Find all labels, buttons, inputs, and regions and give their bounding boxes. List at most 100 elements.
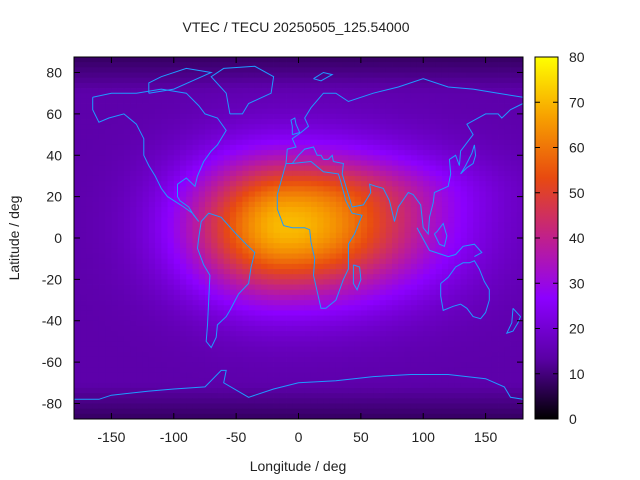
heatmap-cell	[398, 150, 405, 156]
heatmap-cell	[510, 227, 518, 234]
heatmap-cell	[435, 212, 443, 218]
heatmap-cell	[267, 310, 274, 316]
heatmap-cell	[86, 170, 94, 177]
heatmap-cell	[516, 377, 524, 384]
heatmap-cell	[516, 186, 524, 192]
heatmap-cell	[298, 372, 306, 379]
heatmap-cell	[180, 362, 187, 368]
heatmap-cell	[254, 150, 262, 156]
heatmap-cell	[323, 113, 331, 120]
heatmap-cell	[254, 387, 262, 394]
heatmap-cell	[273, 165, 281, 172]
heatmap-cell	[167, 82, 175, 89]
heatmap-cell	[155, 341, 162, 347]
heatmap-cell	[335, 238, 343, 244]
heatmap-cell	[354, 113, 362, 120]
heatmap-cell	[80, 398, 87, 404]
heatmap-cell	[186, 393, 193, 399]
heatmap-cell	[304, 294, 312, 301]
heatmap-cell	[186, 119, 193, 125]
heatmap-cell	[92, 227, 100, 234]
heatmap-cell	[123, 398, 131, 404]
heatmap-cell	[460, 144, 468, 151]
heatmap-cell	[298, 93, 306, 99]
heatmap-cell	[304, 134, 312, 141]
heatmap-cell	[348, 325, 356, 332]
heatmap-cell	[161, 356, 168, 363]
heatmap-cell	[261, 227, 268, 234]
heatmap-cell	[80, 191, 87, 198]
heatmap-cell	[80, 62, 87, 68]
heatmap-cell	[473, 320, 480, 327]
heatmap-cell	[360, 160, 368, 166]
heatmap-cell	[479, 201, 486, 208]
heatmap-cell	[161, 403, 168, 410]
heatmap-cell	[211, 238, 218, 244]
heatmap-cell	[173, 217, 181, 223]
heatmap-cell	[317, 181, 324, 187]
heatmap-cell	[123, 232, 131, 239]
heatmap-cell	[379, 305, 387, 311]
heatmap-cell	[435, 238, 443, 244]
heatmap-cell	[310, 387, 318, 394]
heatmap-cell	[498, 284, 505, 291]
heatmap-cell	[117, 294, 125, 301]
heatmap-cell	[267, 387, 274, 394]
heatmap-cell	[473, 232, 480, 239]
heatmap-cell	[292, 382, 299, 389]
heatmap-cell	[74, 186, 81, 192]
heatmap-cell	[192, 77, 200, 84]
heatmap-cell	[161, 351, 168, 358]
heatmap-cell	[130, 181, 137, 187]
heatmap-cell	[423, 170, 430, 177]
heatmap-cell	[479, 181, 486, 187]
heatmap-cell	[117, 356, 125, 363]
heatmap-cell	[416, 382, 424, 389]
heatmap-cell	[155, 372, 162, 379]
heatmap-cell	[248, 57, 256, 63]
heatmap-cell	[292, 129, 299, 135]
heatmap-cell	[148, 351, 156, 358]
heatmap-cell	[373, 186, 380, 192]
heatmap-cell	[173, 413, 181, 420]
heatmap-cell	[392, 382, 399, 389]
heatmap-cell	[236, 336, 243, 342]
heatmap-cell	[173, 325, 181, 332]
heatmap-cell	[204, 144, 212, 151]
heatmap-cell	[186, 165, 193, 172]
heatmap-cell	[292, 279, 299, 285]
heatmap-cell	[242, 62, 250, 68]
heatmap-cell	[148, 155, 156, 161]
heatmap-cell	[74, 269, 81, 275]
heatmap-cell	[98, 320, 106, 327]
heatmap-cell	[173, 398, 181, 404]
heatmap-cell	[229, 279, 237, 285]
heatmap-cell	[429, 387, 437, 394]
heatmap-cell	[198, 67, 206, 73]
heatmap-cell	[267, 367, 274, 373]
heatmap-cell	[279, 393, 287, 399]
heatmap-cell	[92, 289, 100, 296]
heatmap-cell	[429, 351, 437, 358]
heatmap-cell	[192, 413, 200, 420]
heatmap-cell	[111, 393, 119, 399]
heatmap-cell	[510, 67, 518, 73]
heatmap-cell	[130, 305, 137, 311]
heatmap-cell	[273, 398, 281, 404]
heatmap-cell	[279, 238, 287, 244]
heatmap-cell	[267, 93, 274, 99]
heatmap-cell	[335, 248, 343, 254]
heatmap-cell	[435, 222, 443, 229]
heatmap-cell	[92, 67, 100, 73]
heatmap-cell	[123, 274, 131, 280]
heatmap-cell	[317, 160, 324, 166]
heatmap-cell	[335, 170, 343, 177]
heatmap-cell	[460, 139, 468, 146]
heatmap-cell	[379, 331, 387, 337]
heatmap-cell	[167, 377, 175, 384]
heatmap-cell	[155, 212, 162, 218]
heatmap-cell	[192, 72, 200, 79]
heatmap-cell	[385, 258, 393, 265]
heatmap-cell	[279, 408, 287, 415]
heatmap-cell	[279, 103, 287, 110]
